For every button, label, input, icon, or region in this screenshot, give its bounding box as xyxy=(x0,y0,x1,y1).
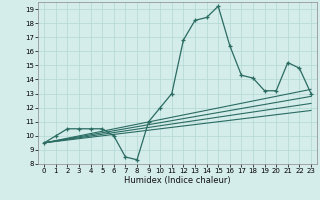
X-axis label: Humidex (Indice chaleur): Humidex (Indice chaleur) xyxy=(124,176,231,185)
